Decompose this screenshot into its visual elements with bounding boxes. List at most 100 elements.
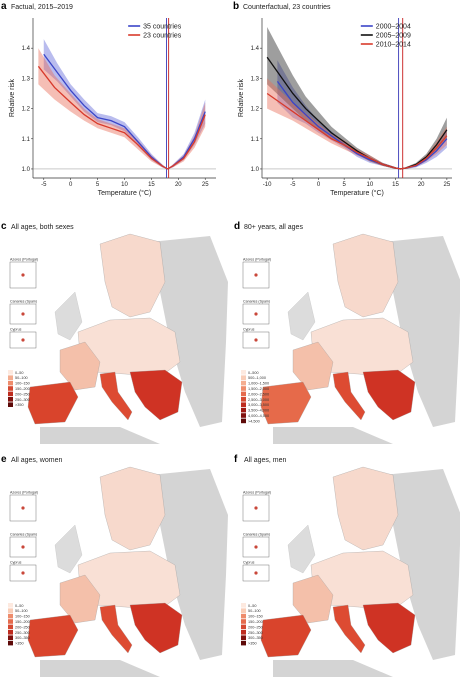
legend-swatch bbox=[241, 375, 246, 380]
legend-swatch bbox=[8, 391, 13, 397]
legend-label: 3,000–3,500 bbox=[248, 403, 269, 407]
legend-label: 0–500 bbox=[248, 371, 259, 375]
legend-label: 250–300 bbox=[15, 631, 30, 635]
legend-label: 100–150 bbox=[15, 382, 30, 386]
legend-label-2: 2005–2009 bbox=[376, 33, 411, 40]
legend-swatch bbox=[8, 375, 13, 380]
panel-a-title: Factual, 2015–2019 bbox=[11, 4, 73, 11]
map-panel-d: d 80+ years, all ages Azores (Portugal) Can… bbox=[234, 221, 460, 444]
region-italy bbox=[332, 371, 366, 421]
legend-swatch bbox=[8, 386, 13, 391]
region-italy bbox=[99, 604, 133, 654]
panel-d-letter: d bbox=[234, 221, 240, 232]
x-tick-label: 10 bbox=[121, 182, 128, 188]
legend-swatch bbox=[8, 370, 13, 375]
y-tick-label: 1.2 bbox=[22, 107, 31, 113]
land-africa bbox=[40, 660, 160, 677]
land-africa bbox=[273, 427, 393, 444]
x-tick-label: -5 bbox=[290, 182, 296, 188]
legend-label: 50–100 bbox=[15, 609, 28, 613]
y-tick-label: 1.1 bbox=[22, 137, 31, 143]
y-tick-label: 1.4 bbox=[251, 46, 260, 52]
inset-cyprus-label: Cyprus bbox=[243, 328, 255, 332]
x-tick-label: 15 bbox=[148, 182, 155, 188]
legend-swatch bbox=[8, 402, 13, 407]
region-balkans bbox=[129, 369, 183, 421]
y-tick-label: 1.0 bbox=[22, 167, 31, 173]
x-tick-label: 20 bbox=[418, 182, 425, 188]
y-tick-label: 1.2 bbox=[251, 107, 260, 113]
panel-f-title: All ages, men bbox=[244, 457, 287, 464]
x-axis-label: Temperature (°C) bbox=[330, 189, 384, 197]
legend-label: 200–250 bbox=[248, 625, 263, 629]
land-uk bbox=[54, 524, 83, 574]
inset-canaries-shape bbox=[21, 545, 25, 549]
region-scandinavia bbox=[332, 233, 399, 318]
inset-azores-shape bbox=[254, 273, 258, 277]
region-scandinavia bbox=[99, 466, 166, 551]
region-france bbox=[292, 341, 334, 391]
x-tick-label: 15 bbox=[392, 182, 399, 188]
legend-label: >350 bbox=[15, 642, 24, 646]
legend-swatch bbox=[241, 619, 246, 624]
y-tick-label: 1.3 bbox=[22, 76, 31, 82]
region-iberia bbox=[260, 614, 312, 658]
legend-swatch bbox=[8, 397, 13, 402]
legend-label: >350 bbox=[248, 642, 257, 646]
legend-label: 300–350 bbox=[248, 636, 263, 640]
inset-canaries-label: Canaries (Spain) bbox=[243, 533, 270, 537]
inset-canaries-label: Canaries (Spain) bbox=[10, 300, 37, 304]
legend-label-1: 2000–2004 bbox=[376, 24, 411, 31]
legend-label-2: 23 countries bbox=[143, 33, 182, 40]
panel-d-title: 80+ years, all ages bbox=[244, 224, 303, 231]
legend-label: 4,000–4,500 bbox=[248, 414, 269, 418]
series-line-3 bbox=[266, 92, 448, 170]
panel-b-title: Counterfactual, 23 countries bbox=[243, 4, 331, 11]
land-east bbox=[383, 469, 460, 660]
inset-azores-shape bbox=[21, 273, 25, 277]
legend-label: 50–100 bbox=[248, 609, 261, 613]
x-tick-label: 5 bbox=[96, 182, 100, 188]
land-africa bbox=[273, 660, 393, 677]
legend-label: 100–150 bbox=[15, 615, 30, 619]
land-uk bbox=[287, 524, 316, 574]
legend-swatch bbox=[8, 624, 13, 630]
legend-label: 0–50 bbox=[15, 604, 23, 608]
legend-label: 2,500–3,000 bbox=[248, 398, 269, 402]
land-east bbox=[383, 236, 460, 427]
legend-swatch bbox=[8, 630, 13, 635]
region-scandinavia bbox=[332, 466, 399, 551]
legend-label: 200–250 bbox=[15, 392, 30, 396]
inset-cyprus-shape bbox=[21, 571, 25, 575]
panel-e-letter: e bbox=[1, 454, 7, 465]
inset-azores-shape bbox=[254, 506, 258, 510]
panel-b-letter: b bbox=[233, 1, 239, 12]
region-scandinavia bbox=[99, 233, 166, 318]
legend-label-1: 35 countries bbox=[143, 24, 182, 31]
map-panel-c: c All ages, both sexes Azores (Portugal) Ca… bbox=[1, 221, 228, 444]
inset-cyprus-label: Cyprus bbox=[10, 328, 22, 332]
legend-swatch bbox=[241, 370, 246, 375]
region-iberia bbox=[27, 614, 79, 658]
x-axis-label: Temperature (°C) bbox=[98, 189, 152, 197]
chart-a: 1.0 1.1 1.2 1.3 1.4 -5 0 5 10 15 20 25 Temperature (… bbox=[9, 18, 216, 197]
inset-azores-label: Azores (Portugal) bbox=[10, 258, 38, 262]
confidence-band-2 bbox=[267, 27, 447, 169]
region-france bbox=[59, 574, 101, 624]
panel-c-letter: c bbox=[1, 221, 7, 232]
inset-azores-label: Azores (Portugal) bbox=[243, 491, 271, 495]
legend-swatch bbox=[8, 603, 13, 608]
land-africa bbox=[40, 427, 160, 444]
x-tick-label: 5 bbox=[342, 182, 346, 188]
legend-label: 50–100 bbox=[15, 376, 28, 380]
legend-label: 1,500–2,000 bbox=[248, 387, 269, 391]
legend-swatch bbox=[241, 418, 246, 424]
land-east bbox=[150, 469, 228, 660]
x-tick-label: 20 bbox=[175, 182, 182, 188]
legend-swatch bbox=[241, 608, 246, 613]
region-iberia bbox=[260, 381, 312, 425]
legend-label: 2,000–2,500 bbox=[248, 392, 269, 396]
legend-label: 1,000–1,500 bbox=[248, 382, 269, 386]
legend-label: 100–150 bbox=[248, 615, 263, 619]
